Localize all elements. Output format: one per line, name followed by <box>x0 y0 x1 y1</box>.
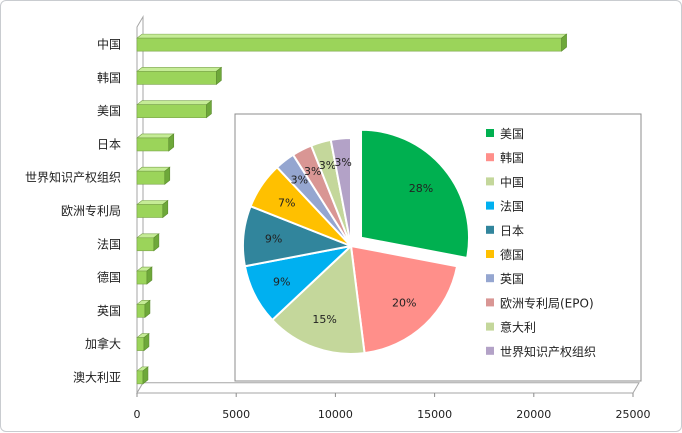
bar-group <box>136 100 213 119</box>
pie-value-label: 3% <box>334 156 351 169</box>
legend-swatch <box>486 177 494 186</box>
x-tick-label: 5000 <box>222 408 250 421</box>
bar <box>136 71 217 85</box>
pie-value-label: 15% <box>312 313 336 326</box>
bar-side <box>153 233 160 252</box>
y-tick-label: 澳大利亚 <box>73 370 121 384</box>
bar <box>136 104 207 118</box>
bar-top <box>136 133 175 139</box>
legend-label: 欧洲专利局(EPO) <box>500 295 594 310</box>
x-tick-label: 25000 <box>616 408 651 421</box>
legend-label: 中国 <box>500 174 524 189</box>
legend-label: 法国 <box>500 200 524 214</box>
legend-label: 德国 <box>500 247 524 262</box>
x-tick-label: 10000 <box>318 408 353 421</box>
pie-value-label: 20% <box>392 297 416 310</box>
bar-group <box>136 133 175 152</box>
bar-group <box>136 199 169 219</box>
legend-swatch <box>486 298 494 307</box>
bar <box>136 270 148 285</box>
y-tick-label: 英国 <box>97 304 121 318</box>
bar <box>136 237 155 252</box>
legend-label: 英国 <box>500 272 524 286</box>
bar-group <box>136 166 171 185</box>
pie-slice <box>270 243 366 355</box>
y-tick-label: 德国 <box>97 270 121 285</box>
bar-group <box>136 366 149 385</box>
bar-side <box>561 33 567 52</box>
y-tick-label: 世界知识产权组织 <box>25 171 121 185</box>
x-tick-label: 15000 <box>417 408 452 421</box>
y-tick-label: 日本 <box>97 137 121 151</box>
bar <box>136 170 166 185</box>
bar-top <box>136 166 171 172</box>
legend-label: 意大利 <box>500 320 536 335</box>
bar <box>136 137 170 152</box>
pie-slice <box>329 136 352 247</box>
bar <box>136 304 146 318</box>
legend-swatch <box>486 201 494 210</box>
bar-group <box>136 299 151 318</box>
legend-swatch <box>486 225 494 234</box>
y-tick-label: 欧洲专利局 <box>61 203 121 218</box>
bar-side <box>162 199 169 219</box>
legend-swatch <box>486 250 494 258</box>
pie-value-label: 7% <box>278 196 295 209</box>
bar-group <box>136 33 568 52</box>
legend-swatch <box>486 322 494 331</box>
bar <box>136 37 562 52</box>
bar-side <box>206 100 212 119</box>
bar <box>136 370 144 385</box>
bar-side <box>216 66 222 86</box>
y-tick-label: 法国 <box>97 237 121 251</box>
legend-swatch <box>486 153 494 162</box>
bar-group <box>136 266 153 285</box>
pie-value-label: 3% <box>319 159 336 172</box>
y-tick-label: 中国 <box>97 37 121 52</box>
bar-side <box>142 366 149 385</box>
legend-label: 世界知识产权组织 <box>500 345 596 359</box>
legend-swatch <box>486 129 494 137</box>
bar-side <box>164 166 171 185</box>
x-tick-label: 20000 <box>516 408 551 421</box>
bar-side <box>146 266 153 285</box>
y-tick-label: 韩国 <box>97 70 121 85</box>
bar-top <box>136 33 568 39</box>
y-tick-label: 加拿大 <box>85 336 121 351</box>
bar-side <box>144 299 151 318</box>
pie-value-label: 28% <box>409 182 433 195</box>
bar <box>136 204 164 218</box>
pie-slice <box>360 128 470 260</box>
bar-group <box>136 332 150 352</box>
bar-group <box>136 66 223 86</box>
legend-label: 美国 <box>500 127 524 141</box>
y-tick-label: 美国 <box>97 104 121 118</box>
bar-top <box>136 67 223 72</box>
bar <box>136 337 145 351</box>
pie-value-label: 3% <box>304 165 321 178</box>
bar-top <box>136 100 213 105</box>
legend-swatch <box>486 274 494 283</box>
legend-label: 韩国 <box>500 150 524 165</box>
bar-side <box>168 133 175 152</box>
pie-value-label: 9% <box>273 275 290 288</box>
bar-group <box>136 233 160 252</box>
axis-floor <box>136 382 640 394</box>
legend-label: 日本 <box>500 224 524 238</box>
pie-slice <box>349 244 459 355</box>
legend-swatch <box>486 346 494 355</box>
bar-side <box>143 332 150 352</box>
pie-value-label: 3% <box>291 173 308 186</box>
pie-value-label: 9% <box>265 233 282 246</box>
x-tick-label: 0 <box>134 408 141 421</box>
